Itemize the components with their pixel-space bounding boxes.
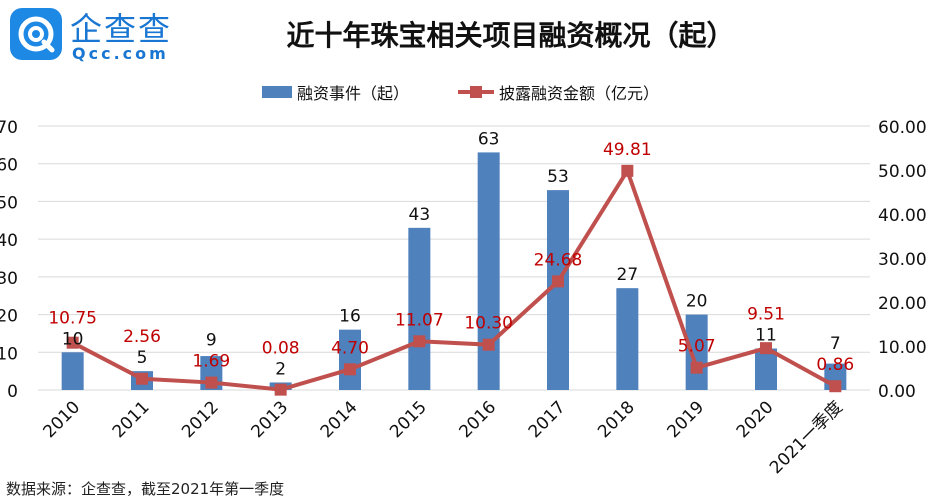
right-axis-tick: 20.00 <box>878 294 927 314</box>
line-label: 49.81 <box>603 140 652 160</box>
x-axis-tick: 2017 <box>525 397 570 442</box>
logo-text: 企查查 <box>70 10 173 48</box>
line-label: 10.30 <box>464 314 513 334</box>
line-label: 0.86 <box>816 355 854 375</box>
bar-label: 16 <box>339 307 361 327</box>
line-marker-2017 <box>552 275 564 288</box>
x-axis-tick: 2019 <box>663 397 708 442</box>
legend-line-marker <box>470 86 482 98</box>
bar-label: 43 <box>409 205 431 225</box>
line-marker-2011 <box>136 372 148 385</box>
line-marker-2018 <box>621 164 634 177</box>
logo-domain: Qcc.com <box>72 44 169 63</box>
bar-2020 <box>755 348 777 390</box>
line-marker-2020 <box>760 342 772 355</box>
left-axis-tick: 0 <box>7 382 18 402</box>
qcc-logo-icon <box>10 8 62 60</box>
right-axis-tick: 50.00 <box>878 162 927 182</box>
right-axis-tick: 60.00 <box>878 118 927 138</box>
right-axis-tick: 0.00 <box>878 382 916 402</box>
bar-2015 <box>408 227 431 390</box>
line-label: 0.08 <box>262 338 300 358</box>
line-label: 11.07 <box>395 310 444 330</box>
bar-label: 27 <box>617 265 639 285</box>
bar-2010 <box>61 352 84 390</box>
x-axis-tick: 2015 <box>386 397 431 442</box>
line-marker-2019 <box>690 361 703 374</box>
bar-label: 7 <box>830 334 841 354</box>
line-marker-2012 <box>205 376 218 389</box>
x-axis-tick: 2011 <box>109 397 154 442</box>
x-axis-tick: 2012 <box>178 397 223 442</box>
x-axis-tick: 2010 <box>39 397 84 442</box>
x-axis-tick: 2018 <box>594 397 639 442</box>
x-axis-tick: 2021一季度 <box>766 397 847 478</box>
line-marker-2021一季度 <box>829 380 842 393</box>
line-marker-2015 <box>413 335 426 348</box>
line-series <box>71 166 837 392</box>
line-label: 2.56 <box>123 327 161 347</box>
line-marker-2016 <box>482 338 495 351</box>
x-axis-tick: 2014 <box>317 397 362 442</box>
bar-2017 <box>547 190 569 390</box>
right-axis-tick: 30.00 <box>878 250 927 270</box>
legend-bar-swatch <box>262 86 292 98</box>
line-marker-2010 <box>66 336 79 349</box>
legend-bar-label: 融资事件（起） <box>297 84 409 103</box>
bar-label: 5 <box>137 348 148 368</box>
x-axis-tick: 2016 <box>455 397 500 442</box>
x-axis-tick: 2020 <box>733 397 778 442</box>
bar-2016 <box>477 152 500 390</box>
legend-line-label: 披露融资金额（亿元） <box>499 84 659 103</box>
right-axis-tick: 10.00 <box>878 338 927 358</box>
line-marker-2014 <box>344 363 356 376</box>
line-label: 10.75 <box>48 308 97 328</box>
left-axis-tick: 10 <box>0 344 18 364</box>
bar-label: 63 <box>478 129 500 149</box>
bar-label: 53 <box>547 167 569 187</box>
bar-label: 10 <box>62 329 84 349</box>
left-axis-tick: 40 <box>0 231 18 251</box>
left-axis-tick: 60 <box>0 156 18 176</box>
left-axis-tick: 50 <box>0 193 18 213</box>
bar-2018 <box>616 288 639 390</box>
bar-label: 20 <box>686 292 708 312</box>
right-axis-tick: 40.00 <box>878 206 927 226</box>
chart-title: 近十年珠宝相关项目融资概况（起） <box>286 19 735 52</box>
line-marker-2013 <box>274 383 287 396</box>
x-axis-tick: 2013 <box>247 397 292 442</box>
left-axis-tick: 70 <box>0 118 18 138</box>
line-label: 9.51 <box>747 305 785 325</box>
left-axis-tick: 30 <box>0 269 18 289</box>
bar-label: 9 <box>206 331 217 351</box>
line-label: 24.68 <box>534 250 583 270</box>
line-label: 1.69 <box>192 352 230 372</box>
line-label: 4.70 <box>331 338 369 358</box>
bar-label: 2 <box>275 359 286 379</box>
left-axis-tick: 20 <box>0 307 18 327</box>
line-label: 5.07 <box>678 337 716 357</box>
source-note: 数据来源：企查查，截至2021年第一季度 <box>6 480 285 498</box>
bar-label: 11 <box>755 326 777 346</box>
